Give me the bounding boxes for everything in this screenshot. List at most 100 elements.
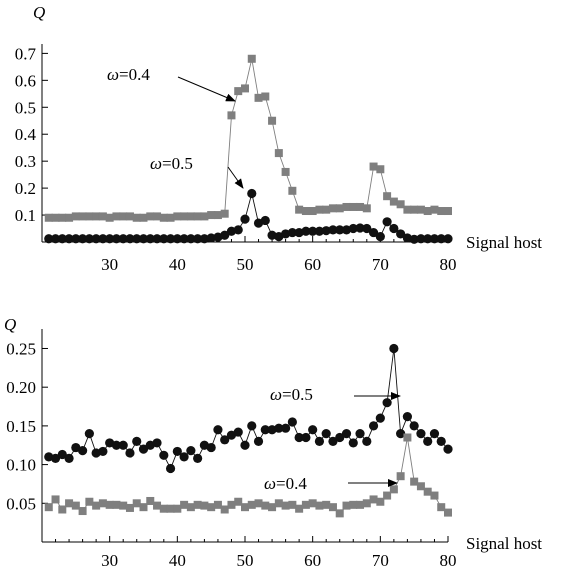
x-tick-label: 60	[304, 255, 321, 274]
data-point-circle	[57, 234, 67, 244]
data-point-circle	[240, 214, 250, 224]
data-point-square	[396, 472, 405, 481]
data-point-circle	[429, 429, 440, 439]
x-tick-label: 70	[372, 551, 389, 567]
data-point-square	[213, 211, 222, 220]
y-axis-title: Q	[4, 315, 16, 334]
x-tick-label: 60	[304, 551, 321, 567]
annotation-omega-0-4: ω=0.4	[107, 65, 150, 84]
data-point-circle	[78, 234, 88, 244]
data-point-square	[159, 213, 168, 222]
data-point-circle	[118, 234, 128, 244]
y-tick-label: 0.3	[15, 152, 36, 171]
data-point-square	[132, 213, 141, 222]
data-point-circle	[355, 429, 365, 439]
data-point-square	[416, 482, 425, 491]
data-point-circle	[172, 234, 182, 244]
bottom-plot: Q Signal host 0.05 0.10 0.15 0.20 0.25 30 40 50 60…	[4, 315, 542, 567]
data-point-square	[403, 433, 412, 442]
y-tick-label: 0.1	[15, 206, 36, 225]
data-point-square	[261, 501, 270, 510]
data-point-square	[180, 212, 189, 221]
y-tick-label: 0.15	[6, 417, 36, 436]
annotation-omega-0-5: ω=0.5	[150, 154, 193, 173]
data-point-square	[444, 508, 452, 517]
data-point-circle	[396, 229, 406, 239]
data-point-circle	[193, 234, 203, 244]
data-point-circle	[125, 448, 135, 458]
data-point-square	[369, 162, 378, 171]
data-point-circle	[220, 435, 230, 445]
data-point-circle	[335, 225, 345, 235]
data-point-circle	[179, 452, 189, 462]
data-point-circle	[186, 234, 196, 244]
data-point-square	[342, 501, 351, 510]
data-point-circle	[375, 413, 385, 423]
data-point-square	[220, 209, 229, 218]
data-point-square	[65, 213, 74, 222]
data-point-circle	[165, 234, 176, 244]
data-point-square	[112, 212, 121, 221]
data-point-circle	[165, 463, 176, 474]
data-point-square	[362, 499, 371, 508]
data-point-square	[335, 204, 344, 213]
data-point-square	[301, 207, 310, 216]
data-point-square	[125, 212, 134, 221]
data-point-square	[234, 87, 243, 96]
data-point-circle	[314, 436, 325, 446]
data-point-square	[98, 212, 107, 221]
data-point-square	[308, 207, 317, 216]
data-point-square	[423, 487, 432, 496]
data-point-square	[58, 213, 67, 222]
data-point-circle	[105, 234, 115, 244]
data-point-square	[78, 212, 87, 221]
data-point-square	[193, 500, 202, 509]
data-point-square	[444, 207, 452, 216]
data-point-square	[227, 500, 236, 509]
y-tick-label: 0.2	[15, 179, 36, 198]
data-point-square	[119, 501, 128, 510]
data-point-square	[78, 507, 87, 516]
data-point-circle	[233, 427, 243, 437]
data-point-square	[396, 200, 405, 209]
data-point-square	[430, 205, 439, 214]
data-point-circle	[71, 234, 81, 244]
data-point-square	[173, 504, 182, 513]
data-point-square	[268, 503, 277, 512]
data-point-circle	[362, 223, 372, 234]
data-point-square	[146, 212, 155, 221]
data-point-square	[159, 504, 168, 513]
data-point-circle	[355, 223, 365, 233]
data-point-circle	[409, 234, 419, 244]
data-point-square	[71, 501, 80, 510]
data-point-square	[166, 213, 175, 222]
data-point-square	[268, 116, 277, 125]
data-point-circle	[294, 432, 304, 443]
data-point-square	[383, 192, 392, 201]
data-point-circle	[402, 412, 412, 422]
data-point-circle	[199, 234, 209, 244]
data-point-circle	[409, 421, 419, 431]
data-point-square	[186, 212, 195, 221]
data-point-circle	[260, 425, 270, 435]
data-point-circle	[301, 432, 311, 443]
data-point-circle	[138, 234, 149, 244]
data-point-circle	[362, 436, 372, 446]
data-point-circle	[314, 226, 325, 236]
data-point-circle	[368, 421, 379, 431]
x-tick-label: 30	[101, 551, 118, 567]
annotation-omega-0-4: ω=0.4	[264, 474, 307, 493]
data-point-circle	[247, 421, 257, 431]
data-point-circle	[91, 234, 101, 244]
data-point-square	[241, 84, 249, 93]
annotation-arrow	[227, 166, 244, 189]
x-tick-label: 80	[440, 551, 457, 567]
annotation-omega-0-5: ω=0.5	[270, 385, 313, 404]
data-point-square	[389, 485, 398, 494]
y-axis-title: Q	[33, 3, 45, 22]
data-point-square	[105, 213, 114, 222]
data-point-circle	[260, 215, 270, 226]
data-point-square	[65, 499, 74, 508]
data-point-circle	[206, 442, 216, 453]
data-point-circle	[152, 438, 162, 448]
